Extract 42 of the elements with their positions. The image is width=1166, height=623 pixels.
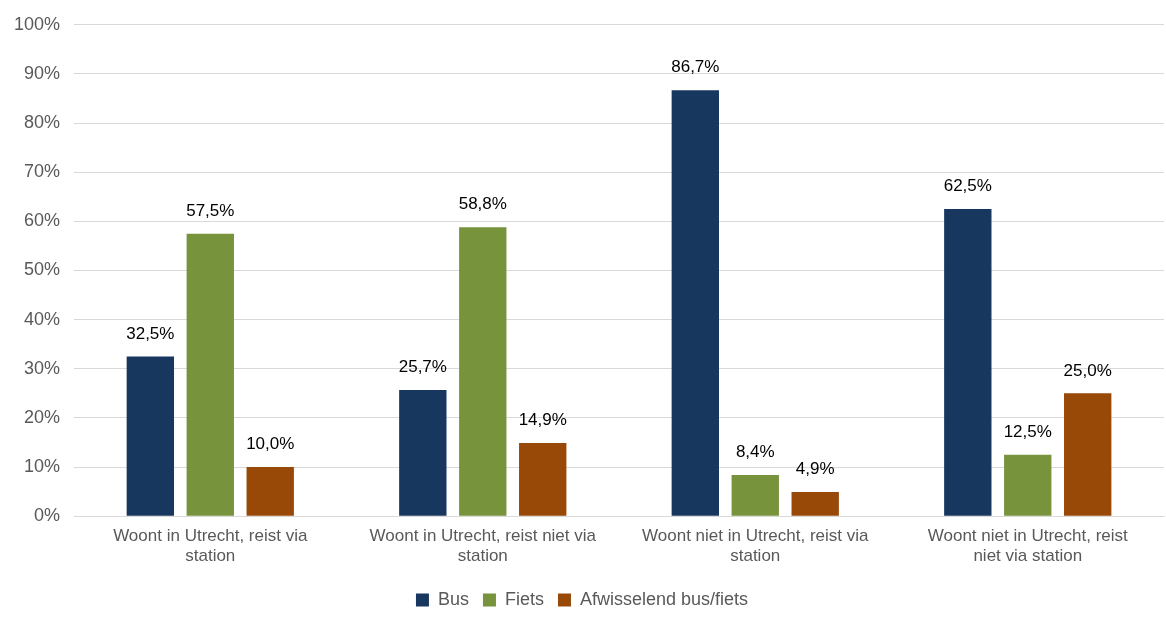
y-tick-label: 60% [24, 210, 61, 231]
bar [791, 492, 839, 516]
data-label: 10,0% [246, 434, 295, 454]
bar [1004, 454, 1052, 516]
data-label: 32,5% [126, 323, 175, 343]
legend-label: Bus [437, 588, 469, 609]
y-tick-label: 30% [24, 357, 61, 378]
y-tick-label: 0% [34, 505, 61, 526]
data-label: 4,9% [795, 459, 835, 479]
y-tick-label: 80% [24, 112, 61, 133]
data-label: 62,5% [943, 176, 992, 196]
y-tick-label: 20% [24, 406, 61, 427]
y-tick-label: 70% [24, 161, 61, 182]
legend-label: Fiets [504, 588, 544, 609]
data-label: 12,5% [1003, 421, 1052, 441]
data-label: 25,7% [398, 357, 447, 377]
bar [246, 467, 294, 516]
data-label: 58,8% [458, 194, 507, 214]
x-tick-label: Woont in Utrecht, reist niet via station [369, 526, 597, 566]
bar [671, 90, 719, 516]
legend-label: Afwisselend bus/fiets [579, 588, 749, 609]
bar [944, 209, 992, 516]
data-label: 14,9% [518, 410, 567, 430]
y-tick-label: 40% [24, 308, 61, 329]
bar [459, 227, 507, 516]
x-tick-label: Woont niet in Utrecht, reist niet via station [927, 526, 1129, 566]
data-label: 57,5% [186, 200, 235, 220]
data-label: 8,4% [735, 442, 775, 462]
y-tick-label: 10% [24, 456, 61, 477]
bar [399, 389, 447, 516]
bar [519, 442, 567, 516]
bar [731, 474, 779, 516]
data-label: 25,0% [1063, 360, 1112, 380]
data-label: 86,7% [671, 57, 720, 77]
x-tick-label: Woont niet in Utrecht, reist via station [642, 526, 870, 566]
x-tick-label: Woont in Utrecht, reist via station [113, 526, 308, 566]
y-tick-label: 90% [24, 62, 61, 83]
y-tick-label: 50% [24, 259, 61, 280]
bar [126, 356, 175, 516]
bar [1064, 393, 1112, 516]
bar [186, 233, 234, 516]
y-tick-label: 100% [13, 13, 61, 34]
